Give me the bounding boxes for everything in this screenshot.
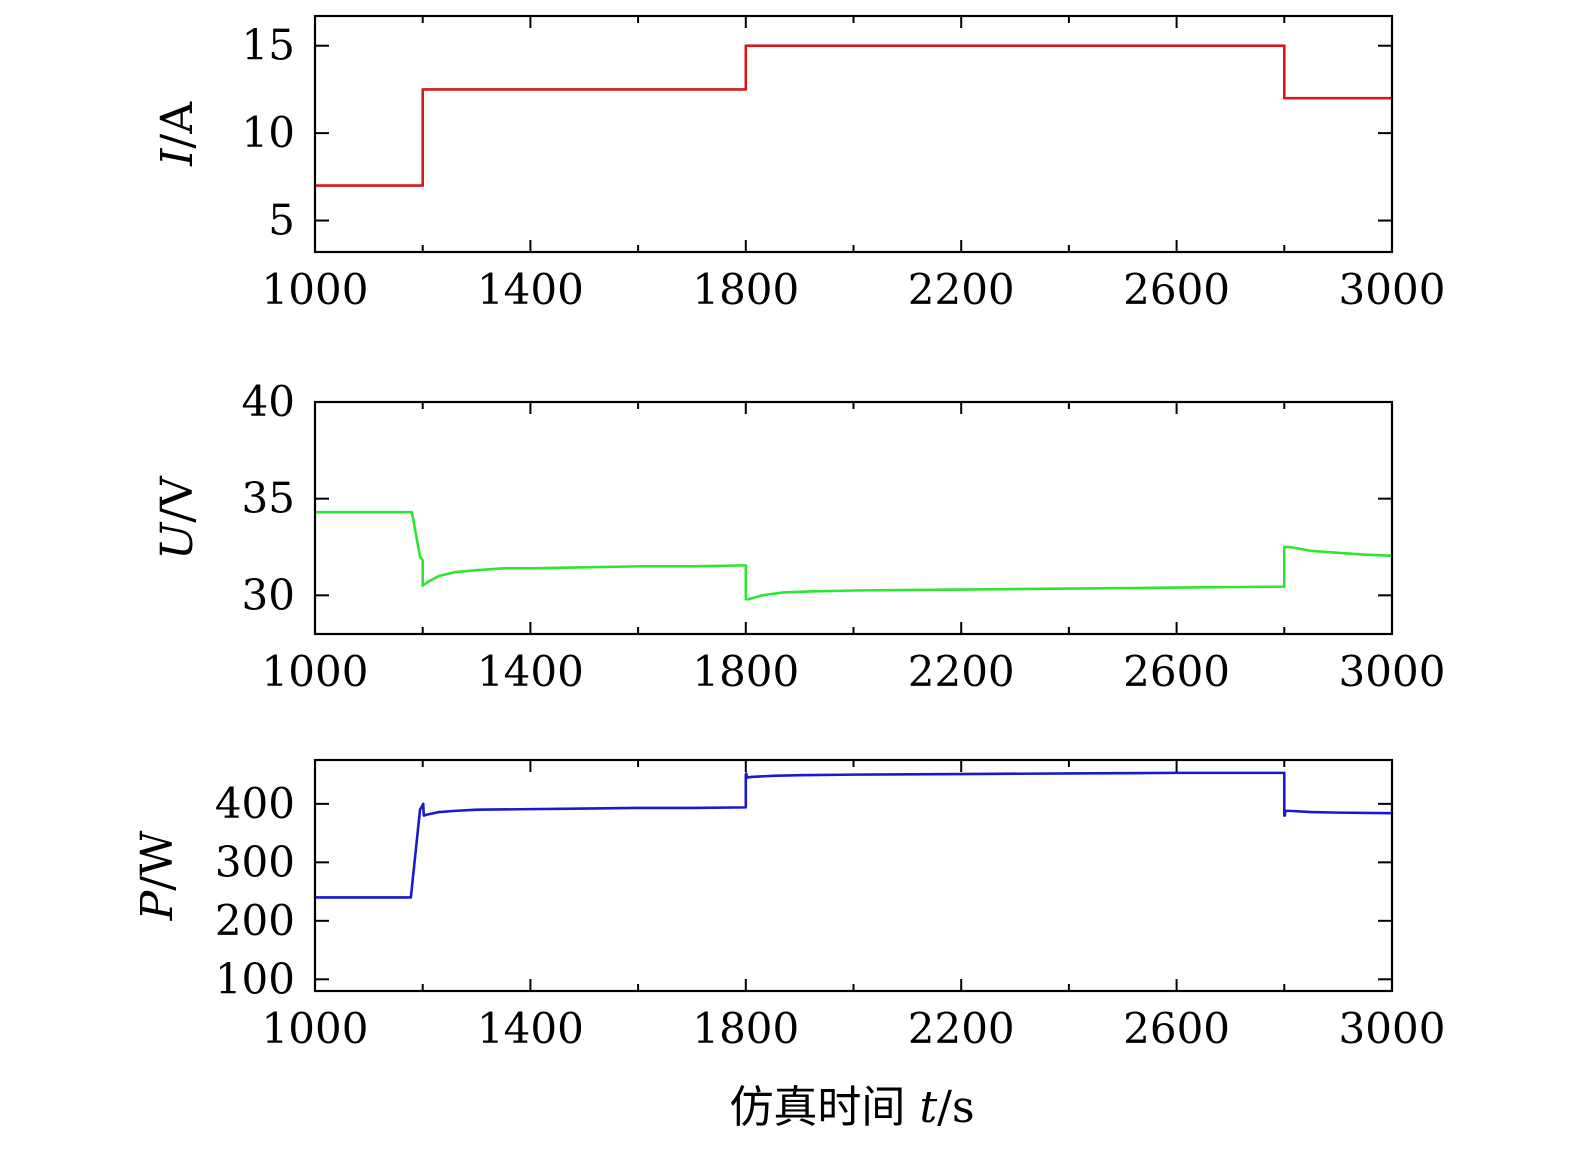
power-x-tick-label: 1800: [692, 1004, 799, 1053]
current-x-tick-label: 1400: [477, 265, 584, 314]
voltage-y-tick-label: 40: [242, 377, 295, 426]
voltage-series-line: [313, 510, 1394, 601]
current-y-tick-label: 15: [242, 21, 295, 70]
voltage-y-axis-unit: V: [152, 475, 203, 509]
voltage-y-tick-label: 30: [242, 570, 295, 619]
voltage-y-axis-var: U: [152, 521, 203, 560]
power-x-tick-label: 2200: [908, 1004, 1015, 1053]
power-x-tick-label: 1000: [262, 1004, 369, 1053]
current-x-tick-label: 1800: [692, 265, 799, 314]
power-y-axis-unit: W: [132, 830, 183, 876]
voltage-x-tick-label: 2600: [1123, 647, 1230, 696]
current-x-tick-label: 2600: [1123, 265, 1230, 314]
power-y-tick-label: 400: [215, 779, 295, 828]
power-series-line: [313, 771, 1394, 899]
current-series-line: [313, 44, 1394, 187]
current-x-tick-label: 1000: [262, 265, 369, 314]
voltage-panel: 1000 1400 1800 2200 2600 3000 30 35 40 U/V: [152, 377, 1445, 696]
current-y-axis-unit: A: [152, 101, 203, 135]
power-plot-frame: [313, 758, 1394, 993]
voltage-x-tick-label: 2200: [908, 647, 1015, 696]
current-y-tick-label: 10: [242, 108, 295, 157]
current-plot-frame: [313, 14, 1394, 254]
x-axis-title-var: t: [919, 1082, 937, 1133]
x-axis-title-unit: s: [952, 1082, 975, 1133]
x-axis-title: 仿真时间 t/s: [729, 1082, 974, 1133]
voltage-x-tick-label: 1000: [262, 647, 369, 696]
power-y-tick-label: 200: [215, 896, 295, 945]
current-x-tick-label: 3000: [1339, 265, 1446, 314]
current-x-tick-label: 2200: [908, 265, 1015, 314]
current-panel: 1000 1400 1800 2200 2600 3000 5 10 15 I/A: [152, 14, 1446, 314]
power-panel: 1000 1400 1800 2200 2600 3000 100 200 300 400 P/W: [132, 758, 1446, 1053]
current-y-tick-label: 5: [268, 196, 295, 245]
current-y-axis-title: I/A: [152, 101, 203, 167]
power-y-tick-label: 100: [215, 954, 295, 1003]
power-x-tick-label: 3000: [1339, 1004, 1446, 1053]
power-y-axis-title: P/W: [132, 830, 183, 921]
voltage-plot-frame: [313, 400, 1394, 636]
voltage-x-tick-label: 1800: [692, 647, 799, 696]
voltage-y-tick-label: 35: [242, 474, 295, 523]
power-y-tick-label: 300: [215, 837, 295, 886]
x-axis-title-prefix: 仿真时间: [729, 1082, 905, 1133]
voltage-x-tick-label: 1400: [477, 647, 584, 696]
current-y-axis-var: I: [152, 147, 203, 167]
power-y-axis-var: P: [132, 889, 183, 921]
voltage-y-axis-title: U/V: [152, 475, 203, 560]
voltage-x-tick-label: 3000: [1339, 647, 1446, 696]
power-x-tick-label: 2600: [1123, 1004, 1230, 1053]
power-x-tick-label: 1400: [477, 1004, 584, 1053]
